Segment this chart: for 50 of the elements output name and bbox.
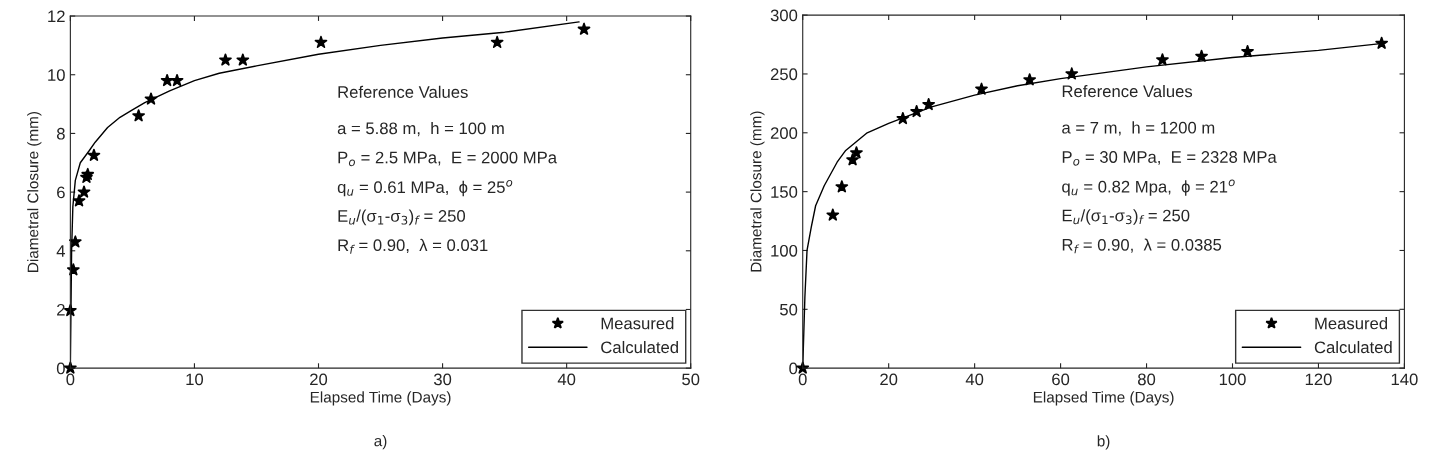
x-tick-label: 30	[433, 373, 452, 386]
annotation: a = 5.88 m, h = 100 m	[337, 122, 504, 137]
y-tick-label: 8	[56, 127, 65, 140]
x-tick-label: 20	[310, 373, 328, 386]
y-tick-label: 50	[779, 303, 798, 316]
legend-label: Measured	[1315, 317, 1388, 330]
y-tick-label: 0	[789, 362, 798, 375]
x-tick-label: 40	[965, 373, 984, 386]
annotation: P$_{o}$ = 30 MPa, E = 2328 MPa	[1062, 151, 1277, 166]
y-tick-label: 300	[770, 9, 798, 22]
annotation: a = 7 m, h = 1200 m	[1062, 121, 1215, 136]
x-tick-label: 100	[1219, 373, 1246, 386]
legend-label: Calculated	[1314, 340, 1392, 354]
y-axis-title: Diametral Closure (mm)	[27, 111, 42, 272]
x-tick-label: 20	[880, 373, 898, 386]
y-tick-label: 150	[771, 186, 798, 198]
x-tick-label: 60	[1052, 373, 1070, 386]
x-tick-label: 140	[1391, 373, 1418, 386]
annotation: P$_{o}$ = 2.5 MPa, E = 2000 MPa	[338, 151, 558, 167]
text: a)	[374, 435, 387, 450]
text: b)	[1097, 435, 1110, 450]
y-tick-label: 4	[56, 245, 66, 257]
x-axis-title: Elapsed Time (Days)	[310, 391, 451, 406]
annotation: q$_{u}$ = 0.82 Mpa, ϕ = 21$^{o}$	[1062, 179, 1235, 196]
annotation: R$_{f}$ = 0.90, λ = 0.031	[338, 238, 488, 254]
x-tick-label: 10	[186, 373, 204, 386]
annotation: Reference Values	[338, 85, 468, 98]
x-tick-label: 80	[1138, 373, 1156, 386]
legend-label: Calculated	[601, 340, 678, 354]
x-tick-label: 0	[66, 373, 75, 386]
annotation: q$_{u}$ = 0.61 MPa, ϕ = 25$^{o}$	[337, 179, 513, 197]
text: E$_{u}$/(σ$_{1}$-σ$_{3}$)$_{f}$ = 250	[1062, 209, 1190, 225]
y-tick-label: 0	[56, 362, 65, 375]
y-tick-label: 100	[771, 244, 798, 257]
x-tick-label: 50	[682, 373, 700, 386]
legend-label: Measured	[601, 317, 674, 330]
annotation: Reference Values	[1062, 85, 1193, 98]
x-tick-label: 40	[557, 373, 576, 386]
y-tick-label: 200	[770, 127, 798, 139]
y-tick-label: 12	[48, 10, 65, 23]
y-tick-label: 2	[57, 303, 65, 316]
annotation: R$_{f}$ = 0.90, λ = 0.0385	[1062, 238, 1222, 254]
y-axis-title: Diametral Closure (mm)	[750, 111, 765, 272]
x-axis-title: Elapsed Time (Days)	[1033, 391, 1174, 406]
y-tick-label: 6	[57, 186, 65, 199]
text: E$_{u}$/(σ$_{1}$-σ$_{3}$)$_{f}$ = 250	[338, 209, 466, 226]
y-tick-label: 10	[48, 69, 65, 81]
y-tick-label: 250	[770, 68, 798, 81]
x-tick-label: 120	[1305, 373, 1332, 386]
x-tick-label: 0	[798, 373, 807, 386]
